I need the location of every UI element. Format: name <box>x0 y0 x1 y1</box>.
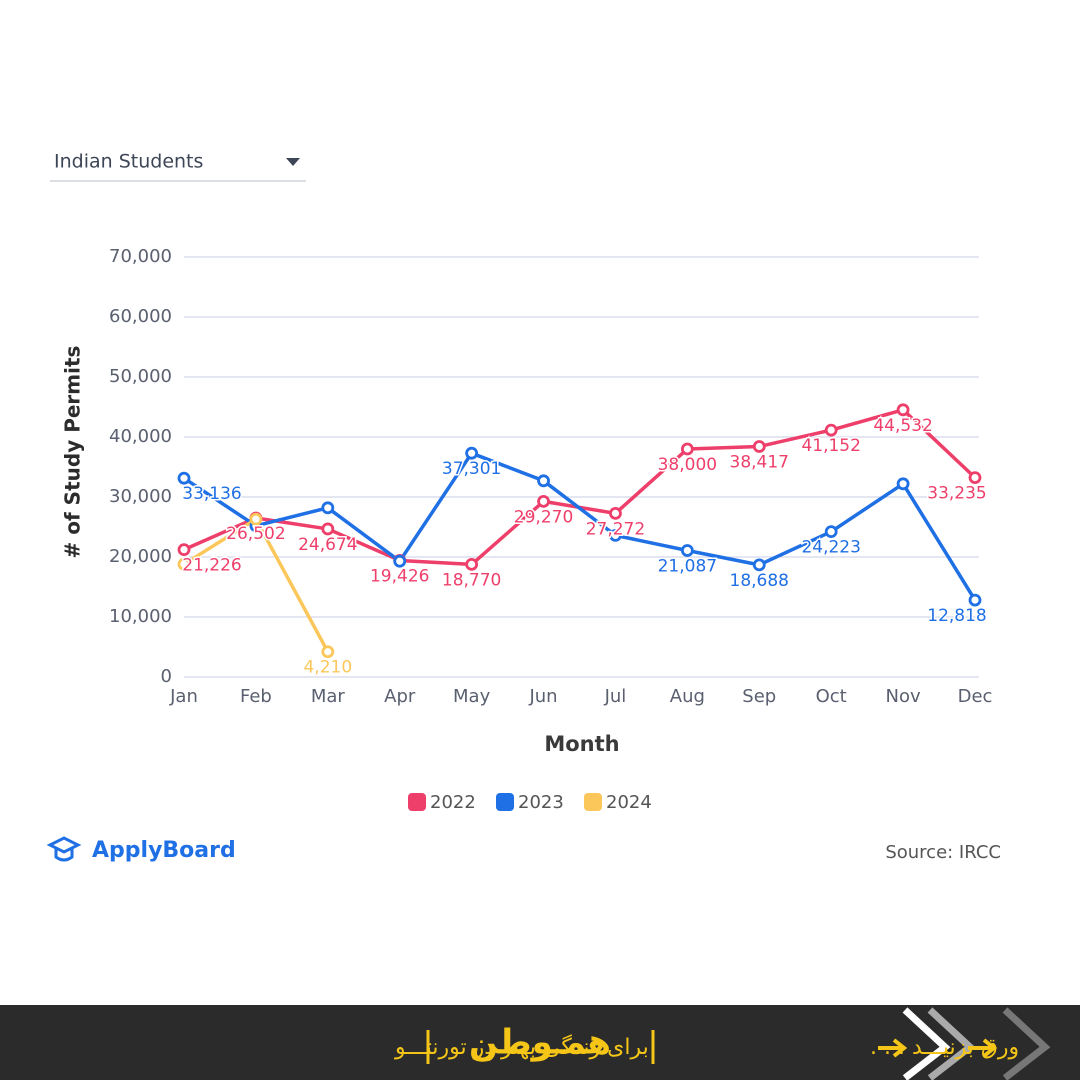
data-label: 38,000 <box>658 455 717 475</box>
data-point <box>465 557 479 571</box>
data-point <box>249 512 263 526</box>
y-tick-label: 40,000 <box>109 426 172 447</box>
data-label: 24,223 <box>801 538 860 558</box>
data-point <box>896 403 910 417</box>
x-tick-label: Jan <box>169 686 198 707</box>
legend-swatch <box>584 793 602 811</box>
y-tick-label: 60,000 <box>109 306 172 327</box>
dropdown-label[interactable]: Indian Students <box>54 151 203 173</box>
footer: ورق بزنیـــد . . . همـوطن برای زندگی بهت… <box>0 1005 1080 1080</box>
x-tick-label: Mar <box>311 686 346 707</box>
source: Source: IRCC <box>885 842 1001 863</box>
data-label: 21,226 <box>182 556 241 576</box>
x-tick-label: May <box>453 686 491 707</box>
brand: ApplyBoard <box>46 836 236 863</box>
data-point <box>321 522 335 536</box>
y-tick-label: 70,000 <box>109 246 172 267</box>
data-label: 38,417 <box>730 452 789 472</box>
data-label: 18,770 <box>442 570 501 590</box>
x-tick-label: Jul <box>604 686 627 707</box>
dropdown[interactable]: Indian Students <box>50 151 306 182</box>
data-point <box>177 557 191 571</box>
arrow <box>878 1038 908 1058</box>
data-label: 33,235 <box>927 484 986 504</box>
data-point <box>321 645 335 659</box>
y-tick-label: 10,000 <box>109 606 172 627</box>
data-label: 44,532 <box>873 416 932 436</box>
legend-swatch <box>408 793 426 811</box>
brand-icon <box>46 836 82 862</box>
x-tick-label: Dec <box>958 686 993 707</box>
brand-name: ApplyBoard <box>92 838 236 863</box>
x-tick-label: Jun <box>528 686 557 707</box>
data-point <box>393 554 407 568</box>
y-axis-label: # of Study Permits <box>61 346 85 559</box>
data-point <box>465 446 479 460</box>
data-label: 26,502 <box>226 524 285 544</box>
data-label: 27,272 <box>586 519 645 539</box>
y-tick-label: 30,000 <box>109 486 172 507</box>
data-point <box>609 506 622 520</box>
plot: 0 10,000 20,000 30,000 40,000 50,000 60,000 70,… <box>109 246 992 813</box>
data-point <box>752 440 766 453</box>
data-point <box>752 558 766 572</box>
data-label: 21,087 <box>658 556 717 576</box>
data-point <box>321 501 335 515</box>
data-label: 4,210 <box>303 658 352 678</box>
data-label: 12,818 <box>927 606 986 626</box>
data-label: 18,688 <box>730 571 789 591</box>
legend-swatch <box>496 793 514 811</box>
data-point <box>824 423 838 437</box>
x-tick-label: Apr <box>384 686 416 707</box>
data-point <box>177 543 191 557</box>
y-tick-label: 50,000 <box>109 366 172 387</box>
legend-label: 2024 <box>606 792 652 813</box>
data-point <box>609 529 622 542</box>
data-point <box>896 477 910 491</box>
x-tick-label: Sep <box>742 686 776 707</box>
data-point <box>680 544 694 557</box>
data-label: 41,152 <box>801 436 860 456</box>
x-axis-label: Month <box>544 732 619 756</box>
series-line <box>183 451 977 602</box>
data-point <box>968 471 982 484</box>
chevron <box>1002 1007 1051 1080</box>
data-label: 29,270 <box>514 507 573 527</box>
data-label: 37,301 <box>442 459 501 479</box>
tagline: برای زندگی بهتر در تورنتـــو <box>394 1034 649 1060</box>
data-label: 19,426 <box>370 566 429 586</box>
chevron <box>902 1007 951 1080</box>
y-tick-label: 20,000 <box>109 546 172 567</box>
x-tick-label: Aug <box>670 686 705 707</box>
data-point <box>537 494 550 508</box>
legend-label: 2022 <box>430 792 476 813</box>
x-tick-label: Oct <box>816 686 847 707</box>
data-label: 24,674 <box>298 535 357 555</box>
data-point <box>968 593 982 607</box>
data-label: 33,136 <box>182 484 241 504</box>
x-tick-label: Feb <box>240 686 272 707</box>
footer-logo: همـوطن <box>469 1023 611 1063</box>
data-point <box>177 471 191 485</box>
legend-label: 2023 <box>518 792 564 813</box>
data-point <box>537 474 550 488</box>
x-tick-label: Nov <box>886 686 921 707</box>
arrow <box>968 1038 998 1058</box>
y-tick-label: 0 <box>161 666 172 687</box>
data-point <box>680 442 694 456</box>
swipe-text: ورق بزنیـــد . . . <box>870 1035 1019 1060</box>
dropdown-arrow[interactable] <box>286 158 300 166</box>
data-point <box>824 525 838 539</box>
